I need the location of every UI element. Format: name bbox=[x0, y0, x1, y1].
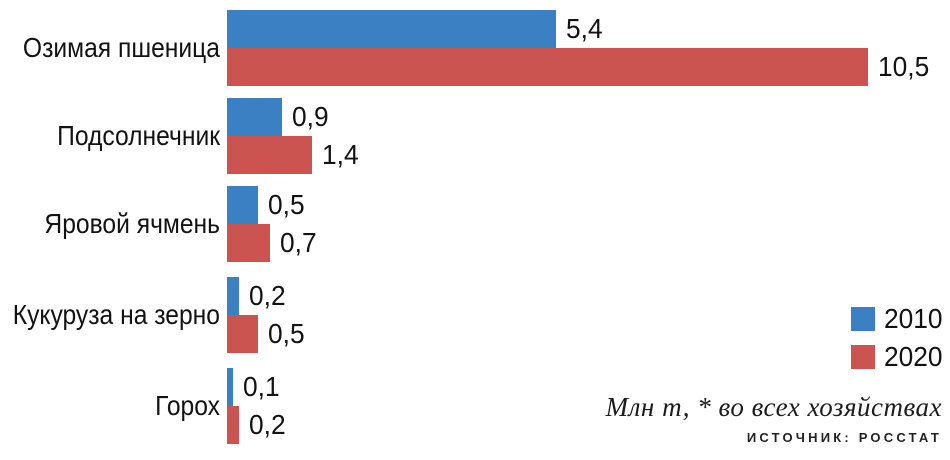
value-label-2010: 5,4 bbox=[566, 13, 603, 44]
value-label-2010: 0,1 bbox=[243, 371, 280, 402]
value-label-2020: 0,5 bbox=[268, 318, 305, 349]
legend-label-2010: 2010 bbox=[884, 303, 943, 334]
bar-2010 bbox=[227, 98, 282, 136]
bar-2010 bbox=[227, 368, 233, 406]
value-label-2010: 0,9 bbox=[292, 101, 329, 132]
bar-2010 bbox=[227, 10, 556, 48]
category-label: Озимая пшеница bbox=[22, 32, 220, 63]
bar-2020 bbox=[227, 315, 258, 353]
bar-2020 bbox=[227, 48, 868, 86]
bar-2020 bbox=[227, 136, 312, 174]
legend-swatch-2020-icon bbox=[851, 345, 875, 369]
source-label: ИСТОЧНИК: РОССТАТ bbox=[746, 430, 942, 445]
category-label: Горох bbox=[155, 390, 220, 421]
value-label-2020: 1,4 bbox=[322, 139, 359, 170]
bar-group: Озимая пшеница 5,4 10,5 bbox=[0, 10, 950, 86]
legend-item-2020: 2020 bbox=[851, 338, 946, 376]
value-label-2010: 0,5 bbox=[268, 189, 305, 220]
category-label: Кукуруза на зерно bbox=[12, 299, 220, 330]
value-label-2020: 0,2 bbox=[249, 409, 286, 440]
unit-note: Млн т, * во всех хозяйствах bbox=[605, 392, 942, 422]
value-label-2010: 0,2 bbox=[249, 280, 286, 311]
value-label-2020: 10,5 bbox=[878, 51, 930, 82]
bar-2010 bbox=[227, 186, 258, 224]
value-label-2020: 0,7 bbox=[280, 227, 317, 258]
bar-group: Подсолнечник 0,9 1,4 bbox=[0, 98, 950, 174]
legend: 2010 2020 bbox=[851, 300, 946, 376]
bar-2010 bbox=[227, 277, 239, 315]
bar-2020 bbox=[227, 406, 239, 444]
legend-label-2020: 2020 bbox=[884, 341, 943, 372]
bar-2020 bbox=[227, 224, 270, 262]
legend-swatch-2010-icon bbox=[851, 307, 875, 331]
bar-group: Кукуруза на зерно 0,2 0,5 bbox=[0, 277, 950, 353]
bar-group: Горох 0,1 0,2 bbox=[0, 368, 950, 444]
category-label: Яровой ячмень bbox=[44, 208, 220, 239]
bar-group: Яровой ячмень 0,5 0,7 bbox=[0, 186, 950, 262]
legend-item-2010: 2010 bbox=[851, 300, 946, 338]
category-label: Подсолнечник bbox=[57, 120, 221, 151]
